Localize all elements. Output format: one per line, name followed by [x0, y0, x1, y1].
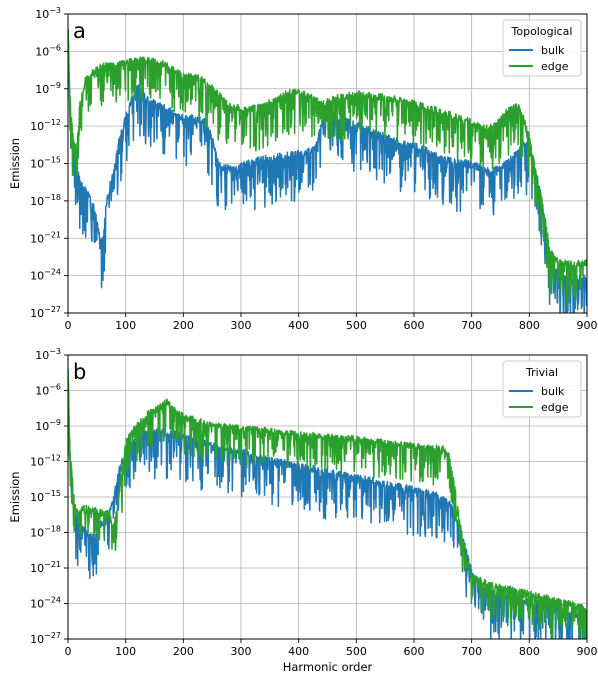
panel-b: 0 100 200 300 400 500 600 700 800 90010−2710−2410…: [8, 347, 598, 674]
y-tick-label: 10−12: [30, 454, 61, 469]
panel-letter: b: [73, 360, 86, 384]
y-tick-label: 10−6: [35, 43, 61, 58]
x-tick-label: 700: [461, 319, 482, 332]
x-tick-label: 500: [346, 319, 367, 332]
y-tick-label: 10−15: [30, 489, 61, 504]
y-tick-label: 10−27: [30, 305, 61, 320]
x-tick-label: 600: [404, 645, 425, 658]
legend-entry-bulk: bulk: [541, 385, 565, 398]
x-tick-label: 700: [461, 645, 482, 658]
y-tick-label: 10−12: [30, 118, 61, 133]
y-tick-label: 10−3: [35, 6, 61, 21]
x-tick-label: 900: [577, 319, 598, 332]
x-tick-label: 200: [173, 645, 194, 658]
x-tick-label: 300: [231, 645, 252, 658]
legend-title: Topological: [511, 25, 573, 38]
x-tick-label: 400: [288, 645, 309, 658]
legend-entry-edge: edge: [541, 60, 569, 73]
y-axis-label: Emission: [8, 471, 22, 522]
y-tick-label: 10−9: [35, 81, 61, 96]
plot-area: [68, 369, 587, 639]
panel-a: 0 100 200 300 400 500 600 700 800 90010−2710−2410…: [8, 6, 598, 332]
y-tick-label: 10−6: [35, 383, 61, 398]
x-tick-label: 200: [173, 319, 194, 332]
x-axis-label: Harmonic order: [283, 660, 373, 674]
x-tick-label: 100: [115, 645, 136, 658]
y-tick-label: 10−24: [30, 268, 61, 283]
plot-area: [68, 28, 587, 313]
y-tick-label: 10−3: [35, 347, 61, 362]
y-tick-label: 10−15: [30, 156, 61, 171]
series-line-edge: [68, 369, 587, 639]
y-axis: 10−27 10−24 10−21 10−18 10−15 10−12 10−9 10−6 10…: [30, 6, 68, 320]
x-tick-label: 900: [577, 645, 598, 658]
legend-entry-edge: edge: [541, 401, 569, 414]
x-tick-label: 0: [65, 645, 72, 658]
y-tick-label: 10−9: [35, 418, 61, 433]
y-axis: 10−27 10−24 10−21 10−18 10−15 10−12 10−9 10−6 10…: [30, 347, 68, 646]
x-tick-label: 500: [346, 645, 367, 658]
x-tick-label: 600: [404, 319, 425, 332]
panel-letter: a: [73, 19, 86, 43]
x-tick-label: 800: [519, 645, 540, 658]
legend: Trivial bulk edge: [502, 360, 582, 418]
y-tick-label: 10−27: [30, 631, 61, 646]
series-line-edge: [68, 28, 587, 308]
x-tick-label: 0: [65, 319, 72, 332]
x-tick-label: 400: [288, 319, 309, 332]
x-axis: 0 100 200 300 400 500 600 700 800 900: [65, 639, 598, 658]
x-tick-label: 800: [519, 319, 540, 332]
y-tick-label: 10−18: [30, 525, 61, 540]
y-tick-label: 10−18: [30, 193, 61, 208]
y-tick-label: 10−24: [30, 596, 61, 611]
y-tick-label: 10−21: [30, 230, 61, 245]
legend-box: [502, 19, 582, 77]
legend: Topological bulk edge: [502, 19, 582, 77]
y-axis-label: Emission: [8, 138, 22, 189]
x-tick-label: 100: [115, 319, 136, 332]
legend-box: [502, 360, 582, 418]
y-tick-label: 10−21: [30, 560, 61, 575]
legend-title: Trivial: [525, 366, 558, 379]
legend-entry-bulk: bulk: [541, 44, 565, 57]
x-tick-label: 300: [231, 319, 252, 332]
x-axis: 0 100 200 300 400 500 600 700 800 900: [65, 313, 598, 332]
